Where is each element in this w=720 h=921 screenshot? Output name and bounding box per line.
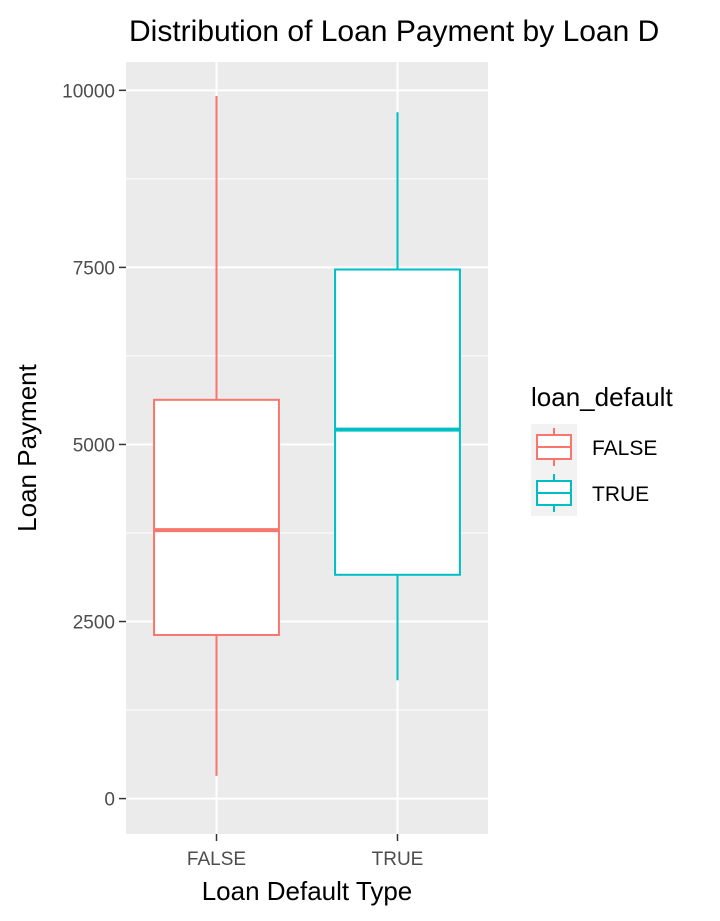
y-tick-label: 7500 xyxy=(73,258,115,279)
legend-label: TRUE xyxy=(592,483,649,506)
boxes xyxy=(153,95,461,776)
legend-label: FALSE xyxy=(592,437,657,460)
y-tick-label: 0 xyxy=(104,790,115,811)
y-axis-ticks: 0 2500 5000 7500 10000 xyxy=(62,81,126,811)
legend-key-false: FALSE xyxy=(536,428,657,466)
y-tick-label: 2500 xyxy=(73,613,115,634)
legend-keys: FALSE TRUE xyxy=(536,428,657,512)
box-iqr xyxy=(334,268,461,576)
y-tick-label: 10000 xyxy=(62,81,115,102)
x-axis-title: Loan Default Type xyxy=(202,876,413,906)
y-tick-label: 5000 xyxy=(73,435,115,456)
legend: loan_default FALSE TRUE xyxy=(531,382,673,516)
legend-key-true: TRUE xyxy=(536,474,649,512)
box-iqr xyxy=(153,398,280,636)
x-tick-label: FALSE xyxy=(187,849,246,870)
box-false xyxy=(153,95,280,776)
legend-title: loan_default xyxy=(531,382,673,412)
x-tick-label: TRUE xyxy=(372,849,424,870)
y-axis-title: Loan Payment xyxy=(12,363,42,531)
chart-title: Distribution of Loan Payment by Loan D xyxy=(129,15,659,48)
box-true xyxy=(334,112,461,681)
x-axis-ticks: FALSE TRUE xyxy=(187,834,423,870)
